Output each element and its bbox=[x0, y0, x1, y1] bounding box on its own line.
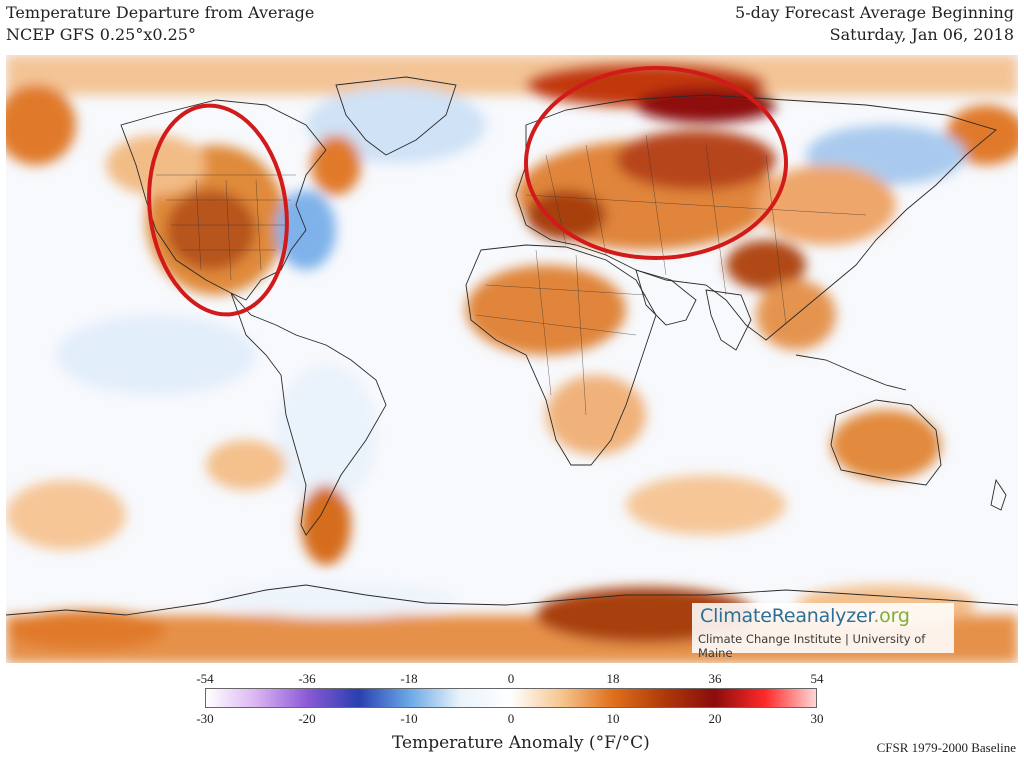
coastlines bbox=[6, 76, 1018, 616]
celsius-tick: -20 bbox=[298, 711, 316, 726]
celsius-tick: -10 bbox=[400, 711, 418, 726]
logo-name-main: ClimateReanalyzer bbox=[700, 605, 874, 627]
fahrenheit-tick: -18 bbox=[400, 671, 418, 686]
model-label: NCEP GFS 0.25°x0.25° bbox=[6, 25, 196, 44]
map-header-right: 5-day Forecast Average Beginning Saturda… bbox=[735, 2, 1014, 46]
colorbar-gradient bbox=[205, 688, 817, 708]
logo-affiliation: Climate Change Institute | University of… bbox=[698, 632, 926, 660]
celsius-tick: 10 bbox=[606, 711, 620, 726]
celsius-tick: 20 bbox=[708, 711, 722, 726]
logo-name-suffix: .org bbox=[873, 605, 910, 627]
anomaly-field bbox=[6, 55, 1018, 663]
baseline-label: CFSR 1979-2000 Baseline bbox=[876, 740, 1016, 755]
celsius-tick: 0 bbox=[507, 711, 515, 726]
fahrenheit-tick: 18 bbox=[606, 671, 620, 686]
climate-reanalyzer-logo: ClimateReanalyzer.org Climate Change Ins… bbox=[692, 603, 954, 660]
north-america-annotation-circle bbox=[147, 103, 289, 317]
celsius-tick: 30 bbox=[810, 711, 824, 726]
colorbar: -54 -36 -18 0 18 36 54 -30 -20 -10 0 10 20 30 bbox=[196, 671, 825, 731]
fahrenheit-tick: -36 bbox=[298, 671, 316, 686]
anomaly-map-svg bbox=[6, 55, 1018, 663]
logo-name: ClimateReanalyzer.org bbox=[700, 605, 910, 627]
forecast-date: Saturday, Jan 06, 2018 bbox=[829, 25, 1014, 44]
fahrenheit-tick: 0 bbox=[507, 671, 515, 686]
map-title: Temperature Departure from Average bbox=[6, 3, 315, 22]
eurasia-annotation-circle bbox=[524, 66, 788, 260]
fahrenheit-tick: -54 bbox=[196, 671, 214, 686]
forecast-label: 5-day Forecast Average Beginning bbox=[735, 3, 1014, 22]
celsius-tick: -30 bbox=[196, 711, 214, 726]
world-map bbox=[6, 55, 1018, 663]
fahrenheit-tick: 54 bbox=[810, 671, 824, 686]
colorbar-title: Temperature Anomaly (°F/°C) bbox=[392, 733, 650, 753]
fahrenheit-tick: 36 bbox=[708, 671, 722, 686]
map-header-left: Temperature Departure from Average NCEP … bbox=[6, 2, 314, 46]
borders bbox=[156, 134, 867, 416]
